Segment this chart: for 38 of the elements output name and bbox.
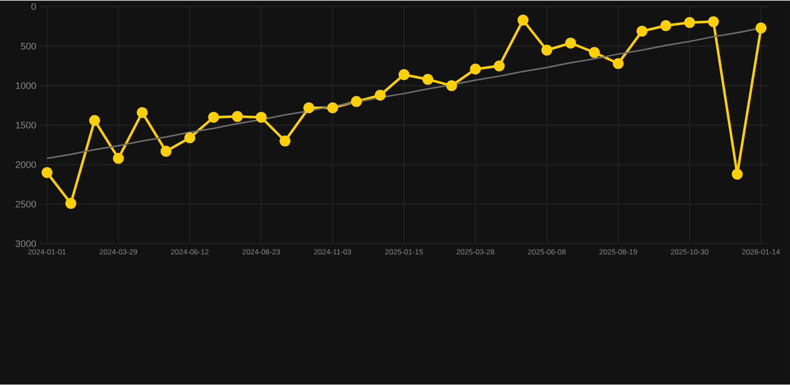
point xyxy=(208,112,220,123)
point xyxy=(350,96,362,108)
y-tick-label: 2500 xyxy=(16,200,36,208)
point xyxy=(446,80,458,92)
point xyxy=(327,102,338,114)
y-tick-label: 1000 xyxy=(16,82,36,90)
point xyxy=(136,107,148,118)
y-tick-label: 1500 xyxy=(16,122,36,129)
point xyxy=(612,58,624,70)
y-tick-label: 500 xyxy=(20,42,36,50)
point xyxy=(232,111,243,122)
point xyxy=(732,168,743,180)
point xyxy=(398,69,410,80)
point xyxy=(65,198,76,209)
point xyxy=(422,74,434,85)
point xyxy=(541,44,552,56)
point xyxy=(112,153,124,164)
point xyxy=(89,115,100,126)
point xyxy=(660,20,672,32)
point xyxy=(636,26,648,37)
point xyxy=(256,112,267,123)
point xyxy=(518,14,528,26)
point xyxy=(756,22,766,34)
point xyxy=(374,90,386,101)
point xyxy=(708,16,719,28)
point xyxy=(160,146,172,157)
point xyxy=(470,64,481,75)
point xyxy=(280,136,290,147)
y-tick-label: 2000 xyxy=(16,161,36,168)
point xyxy=(303,102,314,114)
point xyxy=(588,47,600,58)
point xyxy=(565,38,576,49)
point xyxy=(684,17,696,28)
point xyxy=(494,60,505,72)
y-tick-label: 3000 xyxy=(16,240,36,248)
y-tick-label: 0 xyxy=(31,3,36,10)
point xyxy=(184,132,196,144)
point xyxy=(42,167,52,178)
